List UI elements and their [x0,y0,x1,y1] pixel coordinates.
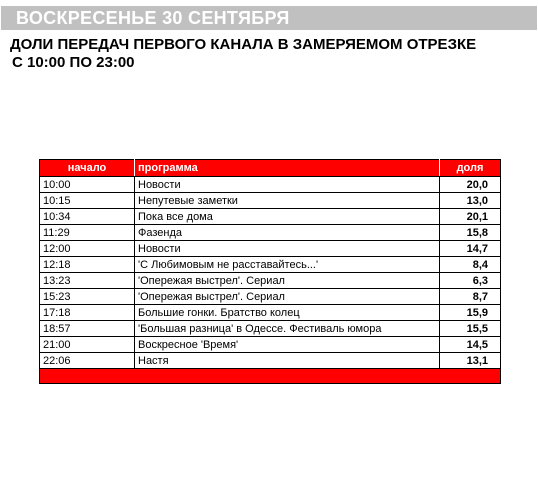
title-line-1: ДОЛИ ПЕРЕДАЧ ПЕРВОГО КАНАЛА В ЗАМЕРЯЕМОМ… [10,36,477,53]
start-time-cell: 10:00 [39,176,135,193]
share-cell: 15,9 [439,304,501,321]
table-row: 12:18 'С Любимовым не расставайтесь...' 8,… [39,256,501,273]
program-cell: Фазенда [134,224,440,241]
column-header-program: программа [134,159,440,177]
table-row: 10:15 Непутевые заметки 13,0 [39,192,501,209]
table-row: 18:57 'Большая разница' в Одессе. Фестива… [39,320,501,337]
table-row: 21:00 Воскресное 'Время' 14,5 [39,336,501,353]
program-cell: 'Опережая выстрел'. Сериал [134,272,440,289]
program-cell: 'С Любимовым не расставайтесь...' [134,256,440,273]
share-cell: 20,1 [439,208,501,225]
title-line-2: С 10:00 ПО 23:00 [12,54,135,71]
share-cell: 13,1 [439,352,501,369]
start-time-cell: 18:57 [39,320,135,337]
share-cell: 15,8 [439,224,501,241]
start-time-cell: 10:34 [39,208,135,225]
table-footer-bar [39,368,501,384]
table-row: 11:29 Фазенда 15,8 [39,224,501,241]
share-cell: 8,7 [439,288,501,305]
share-cell: 14,7 [439,240,501,257]
table-row: 12:00 Новости 14,7 [39,240,501,257]
table-row: 13:23 'Опережая выстрел'. Сериал 6,3 [39,272,501,289]
table-row: 22:06 Настя 13,1 [39,352,501,369]
program-cell: Пока все дома [134,208,440,225]
table-row: 10:00 Новости 20,0 [39,176,501,193]
share-table: начало программа доля 10:00 Новости 20,0 10… [39,159,501,384]
share-cell: 14,5 [439,336,501,353]
share-cell: 8,4 [439,256,501,273]
share-cell: 20,0 [439,176,501,193]
start-time-cell: 15:23 [39,288,135,305]
start-time-cell: 10:15 [39,192,135,209]
start-time-cell: 12:18 [39,256,135,273]
start-time-cell: 22:06 [39,352,135,369]
footer-cell [39,368,501,384]
share-cell: 6,3 [439,272,501,289]
program-cell: 'Опережая выстрел'. Сериал [134,288,440,305]
start-time-cell: 12:00 [39,240,135,257]
start-time-cell: 13:23 [39,272,135,289]
start-time-cell: 11:29 [39,224,135,241]
start-time-cell: 17:18 [39,304,135,321]
page-title: ДОЛИ ПЕРЕДАЧ ПЕРВОГО КАНАЛА В ЗАМЕРЯЕМОМ… [10,36,535,72]
program-cell: Воскресное 'Время' [134,336,440,353]
table-row: 10:34 Пока все дома 20,1 [39,208,501,225]
program-cell: 'Большая разница' в Одессе. Фестиваль юм… [134,320,440,337]
table-row: 15:23 'Опережая выстрел'. Сериал 8,7 [39,288,501,305]
share-cell: 15,5 [439,320,501,337]
program-cell: Непутевые заметки [134,192,440,209]
day-header: ВОСКРЕСЕНЬЕ 30 СЕНТЯБРЯ [1,6,537,30]
program-cell: Новости [134,176,440,193]
table-header-row: начало программа доля [39,159,501,177]
program-cell: Настя [134,352,440,369]
start-time-cell: 21:00 [39,336,135,353]
program-cell: Новости [134,240,440,257]
column-header-share: доля [439,159,501,177]
share-cell: 13,0 [439,192,501,209]
column-header-start: начало [39,159,135,177]
table-row: 17:18 Большие гонки. Братство колец 15,9 [39,304,501,321]
program-cell: Большие гонки. Братство колец [134,304,440,321]
